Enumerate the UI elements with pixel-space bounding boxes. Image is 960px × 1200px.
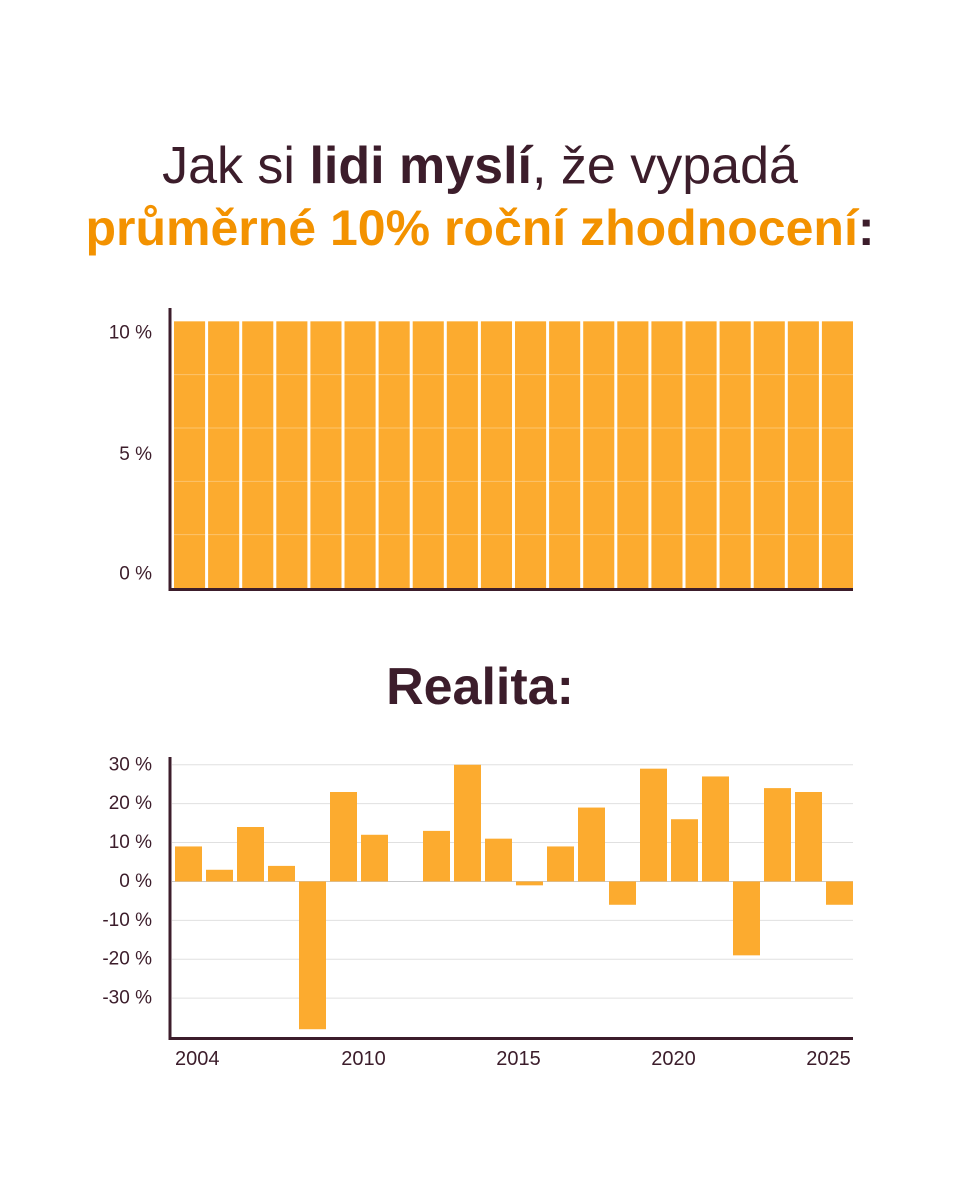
y-tick-label: 30 % xyxy=(109,754,152,775)
expected-bar xyxy=(446,321,478,588)
bar-2014 xyxy=(485,838,512,882)
heading-bold-phrase: lidi myslí xyxy=(309,137,532,195)
bar-2016 xyxy=(547,846,574,882)
expected-bar xyxy=(344,321,376,588)
y-tick-label: -10 % xyxy=(102,910,152,931)
bar-2018 xyxy=(609,881,636,905)
x-tick-label: 2004 xyxy=(175,1048,220,1070)
y-tick-label: 0 % xyxy=(119,871,152,892)
bar-2004 xyxy=(175,846,202,882)
x-tick-label: 2025 xyxy=(806,1048,851,1070)
expected-bar xyxy=(651,321,683,588)
bar-2007 xyxy=(268,865,295,882)
bar-2013 xyxy=(454,764,481,882)
expected-bar xyxy=(821,321,853,588)
y-tick-label: 5 % xyxy=(119,444,152,465)
expected-bar xyxy=(515,321,547,588)
bar-2022 xyxy=(733,881,760,956)
bar-2020 xyxy=(671,819,698,882)
expected-bar xyxy=(174,321,206,588)
expected-bar xyxy=(480,321,512,588)
expected-bar xyxy=(276,321,308,588)
heading-colon: : xyxy=(857,200,875,256)
expected-bar xyxy=(617,321,649,588)
y-tick-label: 10 % xyxy=(109,832,152,853)
reality-heading: Realita: xyxy=(386,658,574,716)
expected-bar xyxy=(208,321,240,588)
expected-bar xyxy=(753,321,785,588)
heading-regular-start: Jak si xyxy=(162,137,310,195)
expected-returns-chart: 10 % 5 % 0 % xyxy=(109,308,853,591)
expected-bar xyxy=(412,321,444,588)
heading-line-2: průměrné 10% roční zhodnocení: xyxy=(0,198,960,258)
x-tick-label: 2015 xyxy=(496,1048,541,1070)
expected-bar xyxy=(310,321,342,588)
bar-2015 xyxy=(516,881,543,886)
bar-2023 xyxy=(764,788,791,882)
y-tick-label: 0 % xyxy=(119,564,152,585)
bar-2025 xyxy=(826,881,853,905)
expected-bar xyxy=(719,321,751,588)
heading-regular-end: , že vypadá xyxy=(531,137,798,195)
bar-2008 xyxy=(299,881,326,1030)
bar-2006 xyxy=(237,827,264,882)
bar-2021 xyxy=(702,776,729,882)
expected-bar xyxy=(685,321,717,588)
y-tick-label: -30 % xyxy=(102,988,152,1009)
actual-returns-chart: 30 % 20 % 10 % 0 % -10 % -20 % -30 % 2004 2010 20… xyxy=(102,754,853,1070)
expected-bar xyxy=(378,321,410,588)
y-tick-label: 20 % xyxy=(109,793,152,814)
x-tick-label: 2020 xyxy=(651,1048,696,1070)
expected-bar xyxy=(787,321,819,588)
x-tick-label: 2010 xyxy=(341,1048,386,1070)
heading-accent-phrase: průměrné 10% roční zhodnocení xyxy=(85,200,858,256)
y-tick-label: 10 % xyxy=(109,323,152,344)
bar-2024 xyxy=(795,792,822,882)
bar-2019 xyxy=(640,768,667,882)
bar-2005 xyxy=(206,869,233,882)
bar-2010 xyxy=(361,834,388,882)
heading-line-1: Jak si lidi myslí, že vypadá xyxy=(0,136,960,196)
bar-2017 xyxy=(578,807,605,882)
expected-bar xyxy=(242,321,274,588)
expected-bar xyxy=(549,321,581,588)
y-tick-label: -20 % xyxy=(102,949,152,970)
bar-2009 xyxy=(330,792,357,882)
bar-2012 xyxy=(423,830,450,882)
expected-bar xyxy=(583,321,615,588)
